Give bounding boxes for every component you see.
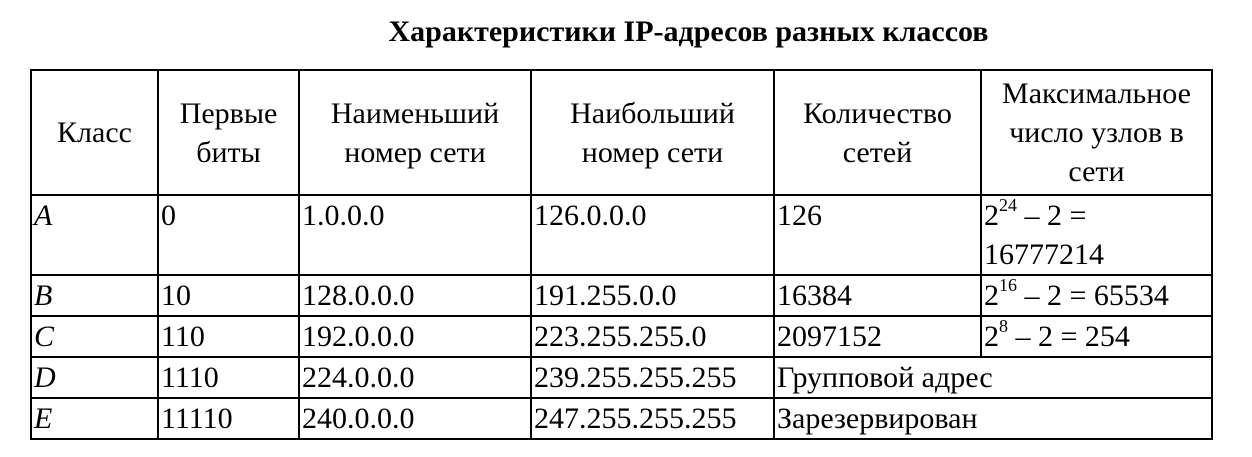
hosts-rest: – 2 = 16777214 bbox=[984, 199, 1104, 271]
max-hosts-cell: 28 – 2 = 254 bbox=[980, 315, 1213, 358]
network-count-cell: 2097152 bbox=[773, 315, 982, 358]
class-cell: E bbox=[30, 397, 159, 440]
table-row: C 110 192.0.0.0 223.255.255.0 2097152 28… bbox=[30, 315, 1213, 358]
class-cell: A bbox=[30, 194, 159, 276]
hosts-rest: – 2 = 254 bbox=[1008, 320, 1130, 353]
min-network-cell: 128.0.0.0 bbox=[298, 274, 532, 317]
hosts-exponent: 24 bbox=[999, 195, 1017, 215]
header-max-hosts: Максимальное число узлов в сети bbox=[980, 69, 1213, 196]
table-row: A 0 1.0.0.0 126.0.0.0 126 224 – 2 = 1677… bbox=[30, 194, 1213, 276]
table-header-row: Класс Первые биты Наименьший номер сети … bbox=[30, 69, 1213, 196]
first-bits-cell: 0 bbox=[157, 194, 300, 276]
header-max-network: Наибольший номер сети bbox=[530, 69, 775, 196]
class-cell: C bbox=[30, 315, 159, 358]
max-network-cell: 223.255.255.0 bbox=[530, 315, 775, 358]
hosts-base: 2 bbox=[984, 199, 999, 232]
header-min-network: Наименьший номер сети bbox=[298, 69, 532, 196]
hosts-base: 2 bbox=[984, 320, 999, 353]
hosts-base: 2 bbox=[984, 279, 999, 312]
note-cell: Групповой адрес bbox=[773, 356, 1213, 399]
network-count-cell: 126 bbox=[773, 194, 982, 276]
max-network-cell: 247.255.255.255 bbox=[530, 397, 775, 440]
first-bits-cell: 11110 bbox=[157, 397, 300, 440]
class-cell: D bbox=[30, 356, 159, 399]
network-count-cell: 16384 bbox=[773, 274, 982, 317]
table-row: E 11110 240.0.0.0 247.255.255.255 Зарезе… bbox=[30, 397, 1213, 440]
max-hosts-cell: 224 – 2 = 16777214 bbox=[980, 194, 1213, 276]
max-network-cell: 239.255.255.255 bbox=[530, 356, 775, 399]
table-row: B 10 128.0.0.0 191.255.0.0 16384 216 – 2… bbox=[30, 274, 1213, 317]
min-network-cell: 240.0.0.0 bbox=[298, 397, 532, 440]
hosts-exponent: 8 bbox=[999, 316, 1008, 336]
hosts-rest: – 2 = 65534 bbox=[1017, 279, 1169, 312]
header-first-bits: Первые биты bbox=[157, 69, 300, 196]
ip-classes-table: Класс Первые биты Наименьший номер сети … bbox=[30, 69, 1213, 440]
page-title: Характеристики IP-адресов разных классов bbox=[388, 15, 989, 48]
note-cell: Зарезервирован bbox=[773, 397, 1213, 440]
first-bits-cell: 10 bbox=[157, 274, 300, 317]
min-network-cell: 192.0.0.0 bbox=[298, 315, 532, 358]
first-bits-cell: 110 bbox=[157, 315, 300, 358]
first-bits-cell: 1110 bbox=[157, 356, 300, 399]
hosts-exponent: 16 bbox=[999, 275, 1017, 295]
min-network-cell: 224.0.0.0 bbox=[298, 356, 532, 399]
class-cell: B bbox=[30, 274, 159, 317]
table-row: D 1110 224.0.0.0 239.255.255.255 Группов… bbox=[30, 356, 1213, 399]
header-network-count: Количество сетей bbox=[773, 69, 982, 196]
min-network-cell: 1.0.0.0 bbox=[298, 194, 532, 276]
max-network-cell: 126.0.0.0 bbox=[530, 194, 775, 276]
max-network-cell: 191.255.0.0 bbox=[530, 274, 775, 317]
header-class: Класс bbox=[30, 69, 159, 196]
max-hosts-cell: 216 – 2 = 65534 bbox=[980, 274, 1213, 317]
